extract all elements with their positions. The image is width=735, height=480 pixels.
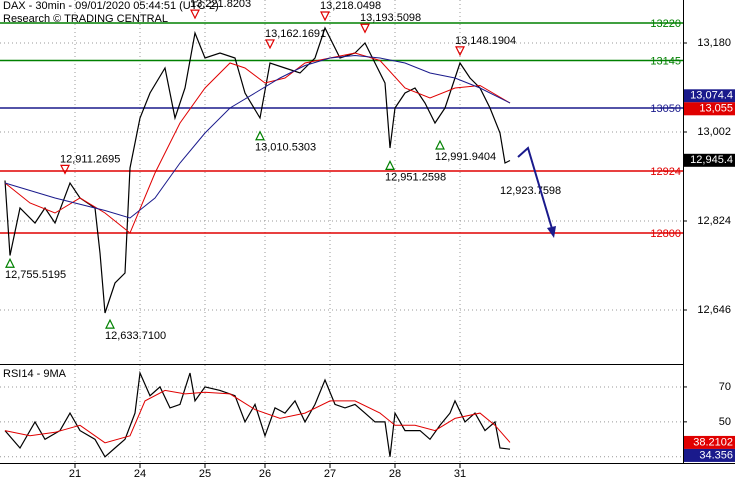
- high-marker: [455, 46, 465, 57]
- price-box-label: 38.2102: [693, 436, 733, 448]
- price-box: [684, 435, 735, 449]
- level-label: 13220: [650, 18, 681, 30]
- y-tick-label: 12,824: [697, 215, 731, 227]
- series-line: [4, 389, 511, 444]
- annotation-label: 12,633.7100: [105, 330, 166, 342]
- price-box-label: 13,055: [699, 103, 733, 115]
- annotation-label: 13,010.5303: [255, 142, 316, 154]
- x-tick-label: 28: [389, 468, 401, 480]
- chart-title: DAX - 30min - 09/01/2020 05:44:51 (UTC-2…: [3, 0, 219, 12]
- y-tick-label: 70: [719, 381, 731, 393]
- price-box-label: 12,945.4: [690, 154, 733, 166]
- level-label: 12800: [650, 228, 681, 240]
- annotation-label: 12,951.2598: [385, 171, 446, 183]
- x-tick-label: 24: [134, 468, 146, 480]
- annotation-label: 13,148.1904: [455, 35, 516, 47]
- high-marker: [190, 9, 200, 20]
- low-marker: [255, 130, 265, 141]
- rsi-title: RSI14 - 9MA: [3, 368, 67, 380]
- y-tick-label: 50: [719, 416, 731, 428]
- projection-arrow: [517, 146, 554, 233]
- level-label: 12924: [650, 166, 681, 178]
- projection-arrowhead: [547, 226, 556, 238]
- level-label: 13050: [650, 103, 681, 115]
- high-marker: [265, 39, 275, 50]
- price-box: [684, 89, 735, 103]
- x-tick-label: 27: [324, 468, 336, 480]
- price-box-label: 34.356: [699, 449, 733, 461]
- x-tick-label: 26: [259, 468, 271, 480]
- chart-subtitle: Research © TRADING CENTRAL: [3, 13, 168, 25]
- series-line: [4, 26, 511, 314]
- annotation-label: 12,911.2695: [60, 153, 120, 165]
- x-tick-label: 31: [454, 468, 466, 480]
- high-marker: [60, 164, 70, 175]
- annotation-label: 12,991.9404: [435, 151, 496, 163]
- level-label: 13145: [650, 55, 681, 67]
- annotation-label: 13,162.1691: [265, 28, 326, 40]
- price-box-label: 13,074.4: [690, 90, 733, 102]
- low-marker: [385, 160, 395, 170]
- low-marker: [5, 257, 15, 268]
- annotation-label: 12,923.7598: [500, 185, 561, 197]
- price-box: [684, 102, 735, 116]
- series-line: [4, 54, 511, 219]
- price-box: [684, 153, 735, 167]
- annotation-label: 13,193.5098: [360, 12, 421, 24]
- x-tick-label: 25: [199, 468, 211, 480]
- high-marker: [360, 23, 370, 34]
- annotation-label: 13,218.0498: [320, 0, 381, 12]
- y-tick-label: 13,180: [697, 37, 731, 49]
- price-box: [684, 448, 735, 462]
- y-tick-label: 13,002: [697, 126, 731, 138]
- x-tick-label: 21: [69, 468, 81, 480]
- high-marker: [320, 11, 330, 22]
- low-marker: [435, 139, 445, 150]
- y-tick-label: 12,646: [697, 304, 731, 316]
- series-line: [4, 52, 511, 234]
- annotation-label: 13,221.8203: [190, 0, 251, 10]
- annotation-label: 12,755.5195: [5, 269, 66, 281]
- low-marker: [105, 318, 115, 329]
